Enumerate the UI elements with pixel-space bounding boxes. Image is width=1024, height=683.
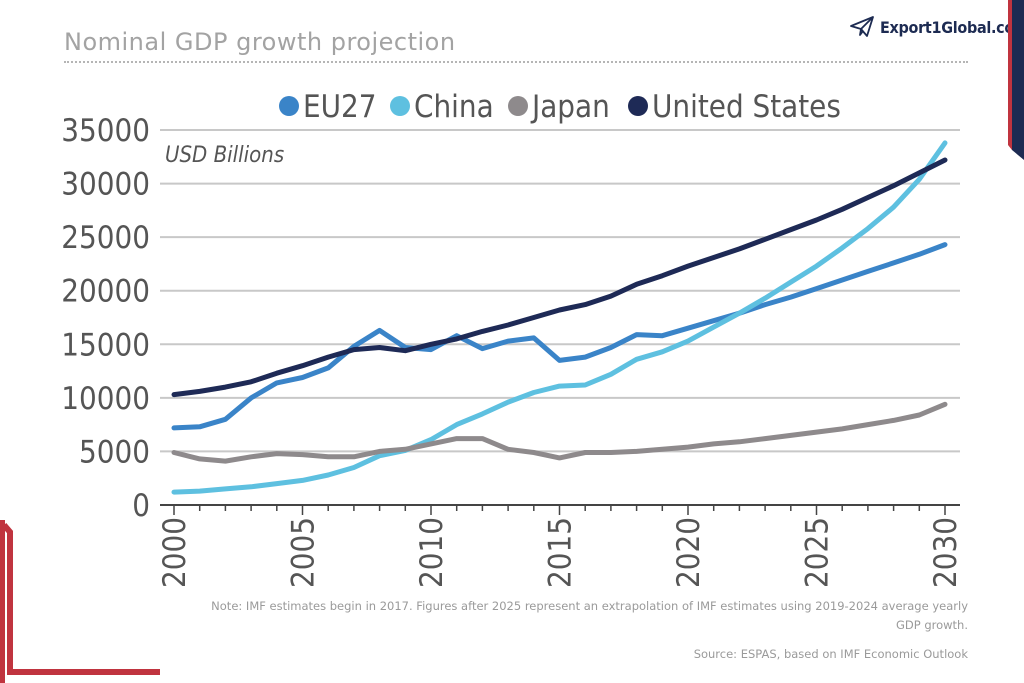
series-lines [171,140,948,495]
legend-item-china[interactable]: China [390,89,494,125]
paper-plane-icon [850,16,874,37]
legend-item-united-states[interactable]: United States [628,89,841,125]
x-tick-label-2000: 2000 [157,517,193,588]
note-line-2: GDP growth. [895,618,968,632]
brand-watermark[interactable]: Export1Global.com [850,13,1024,41]
y-tick-label-20000: 20000 [61,274,150,310]
legend-swatch-china [390,96,410,116]
legend-label-eu27: EU27 [303,89,377,125]
y-tick-label-15000: 15000 [61,327,150,363]
series-line-japan [171,401,948,464]
y-tick-label-0: 0 [132,488,150,524]
x-tick-label-2005: 2005 [286,517,322,588]
legend-label-united-states: United States [652,89,841,125]
y-tick-label-5000: 5000 [79,434,150,470]
legend-item-japan[interactable]: Japan [508,89,610,125]
chart-source: Source: ESPAS, based on IMF Economic Out… [693,647,968,661]
series-line-eu27 [171,242,948,431]
grid-lines [160,129,960,453]
x-tick-label-2010: 2010 [414,517,450,588]
y-tick-label-10000: 10000 [61,381,150,417]
x-tick-label-2020: 2020 [671,517,707,588]
legend-swatch-eu27 [279,96,299,116]
x-tick-label-2015: 2015 [543,517,579,588]
page-title: Nominal GDP growth projection [64,28,456,56]
corner-accent-top-right [1008,0,1024,160]
legend-label-japan: Japan [530,89,610,125]
legend-swatch-united-states [628,96,648,116]
y-tick-label-25000: 25000 [61,220,150,256]
x-tick-label-2030: 2030 [928,517,964,588]
series-line-china [171,140,948,495]
series-line-united-states [171,157,948,398]
axes: 0 5000 10000 15000 20000 25000 30000 35000 2000 2… [61,113,964,588]
y-tick-label-30000: 30000 [61,167,150,203]
y-tick-label-35000: 35000 [61,113,150,149]
y-axis-unit-label: USD Billions [165,143,284,168]
gdp-line-chart: 0 5000 10000 15000 20000 25000 30000 35000 2000 2… [61,89,964,588]
legend-swatch-japan [508,96,528,116]
brand-label: Export1Global.com [880,17,1024,37]
corner-accent-bottom-left [0,520,160,683]
note-line-1: Note: IMF estimates begin in 2017. Figur… [211,599,968,613]
legend-item-eu27[interactable]: EU27 [279,89,377,125]
x-tick-label-2025: 2025 [800,517,836,588]
chart-note: Note: IMF estimates begin in 2017. Figur… [64,597,968,635]
legend[interactable]: EU27 China Japan United States [279,89,841,125]
legend-label-china: China [414,89,494,125]
title-divider [64,61,968,63]
